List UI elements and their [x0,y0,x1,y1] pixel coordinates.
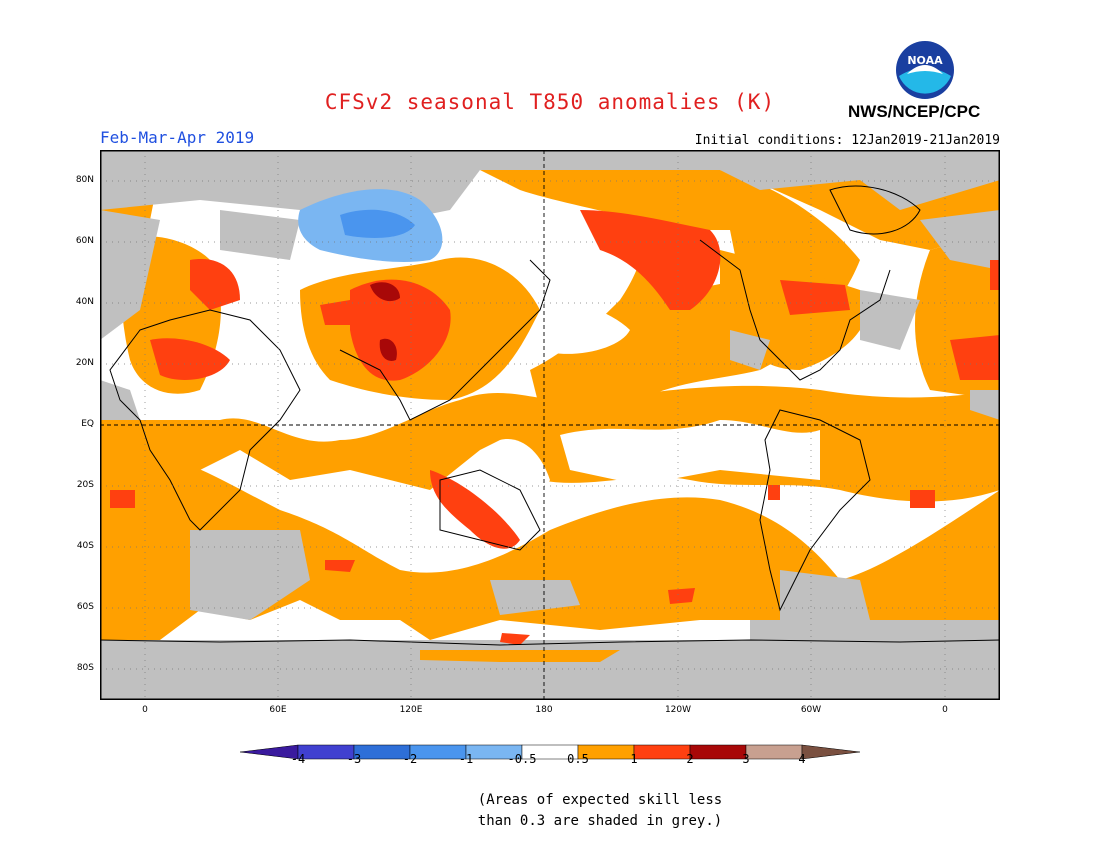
anomaly-map [100,150,1000,700]
lat-label: 20S [76,480,94,490]
lat-label: 40S [76,541,94,551]
lon-label: 0 [142,705,148,715]
colorbar-label: -2 [402,752,418,766]
lat-label: 60N [75,236,94,246]
grey-region-antarctica [100,640,1000,700]
lat-label: 20N [75,358,94,368]
colorbar-label: -0.5 [507,752,537,766]
colorbar-label: 1 [630,752,638,766]
noaa-logo-text: NOAA [907,54,943,67]
noaa-logo-icon: NOAA [896,41,954,99]
lat-label: 40N [75,297,94,307]
gridlines [100,150,1000,700]
lat-label: 60S [76,602,94,612]
colorbar-label: 4 [798,752,806,766]
red-region-australia [430,470,520,549]
colorbar-label: 3 [742,752,750,766]
organization-label: NWS/NCEP/CPC [848,102,981,121]
lat-label: EQ [81,419,94,429]
season-label: Feb-Mar-Apr 2019 [100,128,255,147]
lon-label: 60E [269,705,287,715]
colorbar-label: -1 [458,752,474,766]
initial-conditions-label: Initial conditions: 12Jan2019-21Jan2019 [694,133,1000,148]
red-region-east-asia [350,279,451,381]
lon-label: 0 [942,705,948,715]
colorbar-label: 0.5 [567,752,589,766]
coastlines [100,185,1000,646]
map-title: CFSv2 seasonal T850 anomalies (K) [324,90,776,114]
red-region-middle-east-africa [150,338,230,380]
lon-label: 120W [664,705,692,715]
colorbar-label: -4 [290,752,306,766]
red-region-north-america [580,210,721,310]
lat-label: 80S [76,663,94,673]
skill-note-line1: (Areas of expected skill less [477,792,723,808]
equator-dateline [100,150,1000,700]
red-region-mediterranean [190,259,240,310]
skill-note-line2: than 0.3 are shaded in grey.) [477,813,723,829]
lon-label: 120E [399,705,423,715]
lon-label: 180 [535,705,553,715]
colorbar [240,744,860,760]
lon-label: 60W [800,705,822,715]
colorbar-label: 2 [686,752,694,766]
lat-label: 80N [75,175,94,185]
colorbar-label: -3 [346,752,362,766]
